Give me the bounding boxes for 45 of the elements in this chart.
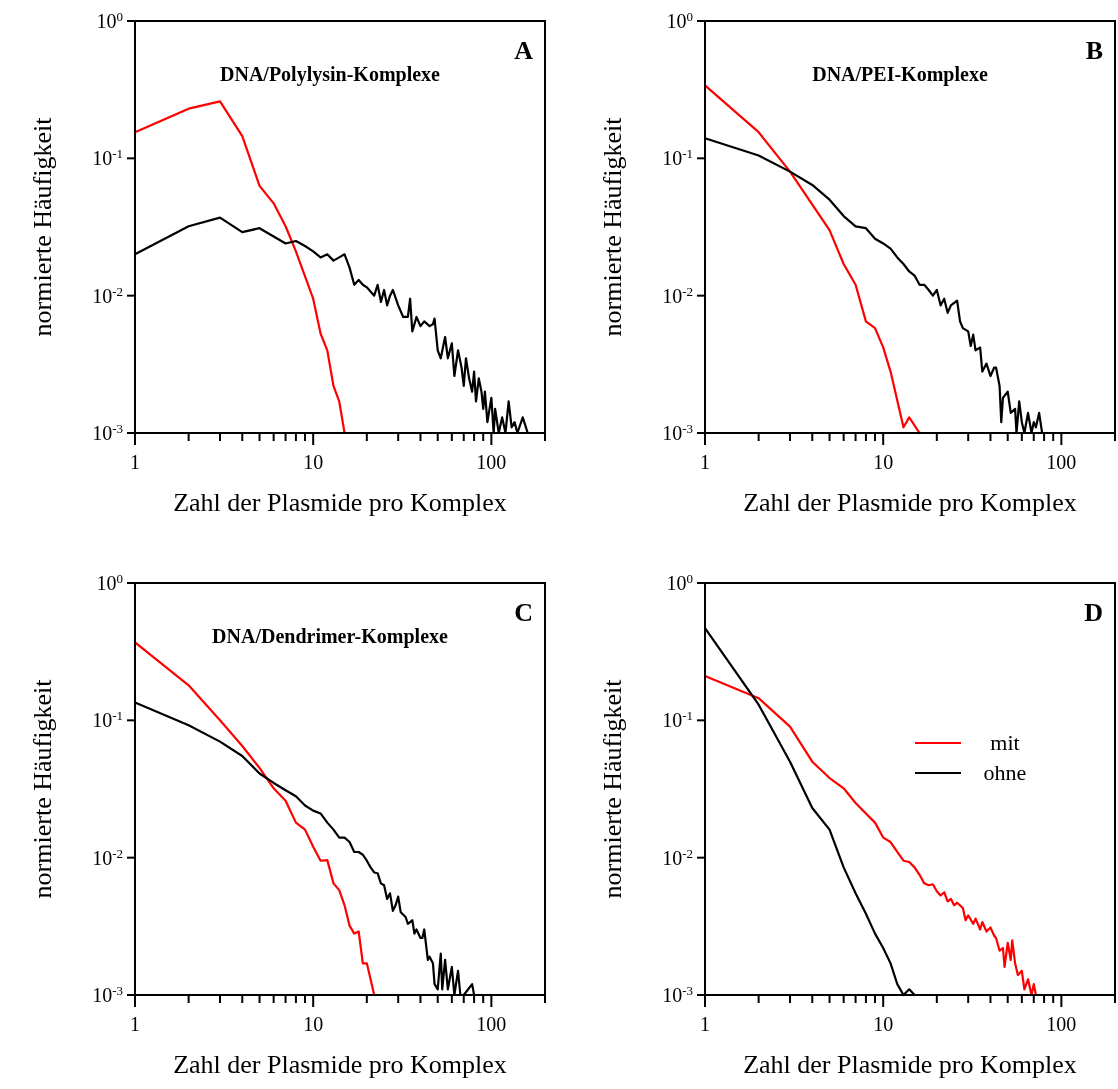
text: DNA/Dendrimer-Komplexe xyxy=(212,625,449,648)
y-tick-label: 10$^{-3}$ xyxy=(662,982,693,1006)
x-tick-label: 1 xyxy=(130,451,140,473)
x-tick-label: 100 xyxy=(1046,1013,1077,1035)
x-tick-label: 100 xyxy=(476,1013,507,1035)
y-tick-label: 10$^{0}$ xyxy=(96,8,123,32)
y-tick-label: 10$^{-2}$ xyxy=(92,283,123,307)
y-axis-title: normierte Häufigkeit xyxy=(598,678,627,899)
y-tick-label: 10$^{-1}$ xyxy=(92,707,123,732)
y-axis-title: normierte Häufigkeit xyxy=(598,116,627,337)
legend-label: ohne xyxy=(983,760,1027,785)
x-axis-title: Zahl der Plasmide pro Komplex xyxy=(173,1050,507,1079)
y-tick-label: 10$^{-3}$ xyxy=(92,982,123,1006)
y-tick-label: 10$^{-1}$ xyxy=(662,145,693,170)
annotation: B xyxy=(1085,36,1103,65)
legend-label: mit xyxy=(990,730,1020,755)
x-tick-label: 100 xyxy=(1046,451,1077,473)
y-axis-title: normierte Häufigkeit xyxy=(28,116,57,337)
y-tick-label: 10$^{-3}$ xyxy=(92,420,123,444)
x-tick-label: 10 xyxy=(873,1013,894,1035)
x-axis-title: Zahl der Plasmide pro Komplex xyxy=(173,488,507,517)
x-axis-title: Zahl der Plasmide pro Komplex xyxy=(743,1050,1077,1079)
annotation: C xyxy=(514,598,533,627)
annotation: D xyxy=(1084,598,1103,627)
y-tick-label: 10$^{0}$ xyxy=(666,570,693,594)
y-tick-label: 10$^{-2}$ xyxy=(662,845,693,869)
y-tick-label: 10$^{-2}$ xyxy=(662,283,693,307)
x-axis-title: Zahl der Plasmide pro Komplex xyxy=(743,488,1077,517)
y-tick-label: 10$^{-3}$ xyxy=(662,420,693,444)
x-tick-label: 10 xyxy=(303,451,324,473)
x-tick-label: 100 xyxy=(476,451,507,473)
text: DNA/Polylysin-Komplexe xyxy=(220,63,441,86)
x-tick-label: 1 xyxy=(700,451,710,473)
y-tick-label: 10$^{-1}$ xyxy=(92,145,123,170)
y-tick-label: 10$^{-1}$ xyxy=(662,707,693,732)
x-tick-label: 1 xyxy=(700,1013,710,1035)
y-tick-label: 10$^{-2}$ xyxy=(92,845,123,869)
y-tick-label: 10$^{0}$ xyxy=(96,570,123,594)
x-tick-label: 10 xyxy=(303,1013,324,1035)
x-tick-label: 10 xyxy=(873,451,894,473)
x-tick-label: 1 xyxy=(130,1013,140,1035)
text: DNA/PEI-Komplexe xyxy=(812,63,988,86)
annotation: A xyxy=(514,36,534,65)
y-axis-title: normierte Häufigkeit xyxy=(28,678,57,899)
y-tick-label: 10$^{0}$ xyxy=(666,8,693,32)
